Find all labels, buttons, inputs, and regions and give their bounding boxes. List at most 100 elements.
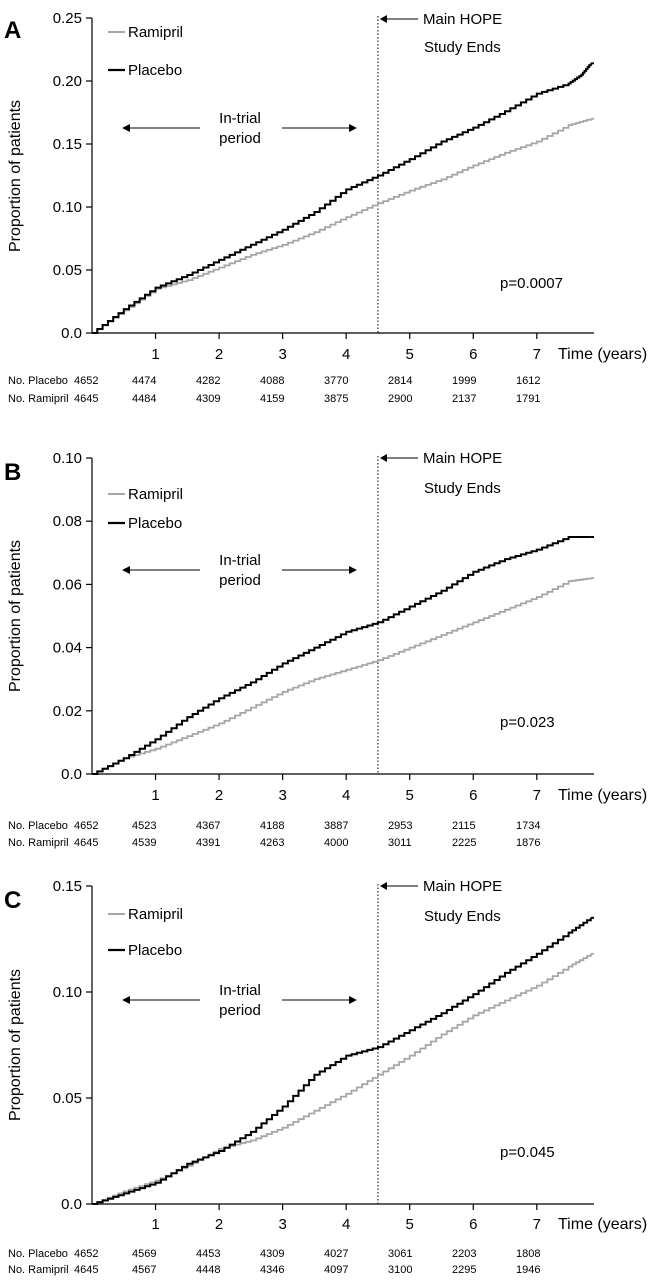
risk-cell: 4645 — [74, 393, 98, 405]
risk-cell: 2115 — [452, 820, 476, 832]
risk-cell: 1612 — [516, 375, 540, 387]
in-trial-arrowhead-left — [122, 996, 130, 1004]
x-tick-label: 2 — [215, 1216, 223, 1233]
in-trial-arrowhead-left — [122, 124, 130, 132]
x-axis-label: Time (years) — [558, 787, 647, 804]
risk-cell: 4645 — [74, 1264, 98, 1276]
x-tick-label: 6 — [469, 346, 477, 363]
legend-label-ramipril: Ramipril — [128, 486, 183, 503]
risk-row-label: No. Ramipril — [8, 393, 69, 405]
x-tick-label: 5 — [406, 787, 414, 804]
risk-cell: 1808 — [516, 1248, 540, 1260]
in-trial-arrowhead-right — [349, 996, 357, 1004]
risk-cell: 4282 — [196, 375, 220, 387]
x-axis-label: Time (years) — [558, 1216, 647, 1233]
x-tick-label: 4 — [342, 1216, 350, 1233]
legend-label-placebo: Placebo — [128, 62, 182, 79]
x-tick-label: 3 — [278, 1216, 286, 1233]
legend-label-placebo: Placebo — [128, 942, 182, 959]
risk-cell: 3061 — [388, 1248, 412, 1260]
y-tick-label: 0.10 — [53, 450, 82, 467]
series-line-placebo — [92, 536, 591, 775]
x-tick-label: 5 — [406, 346, 414, 363]
y-tick-label: 0.20 — [53, 73, 82, 90]
y-axis-label: Proportion of patients — [7, 100, 24, 252]
risk-cell: 4027 — [324, 1248, 348, 1260]
x-tick-label: 6 — [469, 787, 477, 804]
risk-cell: 3100 — [388, 1264, 412, 1276]
chart-panel-a: A 0.0 0.05 0.10 0.15 0.20 0.25 1 2 3 4 5 6 7 Time (yea… — [4, 10, 647, 405]
risk-cell: 4652 — [74, 1248, 98, 1260]
risk-cell: 4453 — [196, 1248, 220, 1260]
in-trial-arrowhead-right — [349, 566, 357, 574]
series-line-placebo — [92, 917, 592, 1205]
panel-label: C — [4, 887, 21, 914]
risk-cell: 4652 — [74, 375, 98, 387]
chart-panel-b: B 0.0 0.02 0.04 0.06 0.08 0.10 1 2 3 4 5 6 7 Time (yea… — [4, 450, 647, 849]
y-tick-label: 0.08 — [53, 513, 82, 530]
risk-cell: 4188 — [260, 820, 284, 832]
series-line-ramipril — [92, 577, 592, 775]
x-tick-label: 7 — [533, 787, 541, 804]
risk-cell: 4474 — [132, 375, 156, 387]
in-trial-label-line1: In-trial — [219, 110, 261, 127]
panel-label: A — [4, 17, 21, 44]
series-line-placebo — [92, 63, 592, 334]
risk-cell: 4309 — [196, 393, 220, 405]
risk-cell: 2203 — [452, 1248, 476, 1260]
annotation-main-hope: Main HOPE — [423, 450, 502, 467]
y-tick-label: 0.0 — [61, 766, 82, 783]
risk-cell: 3011 — [388, 837, 412, 849]
in-trial-label-line1: In-trial — [219, 552, 261, 569]
x-tick-label: 3 — [278, 346, 286, 363]
risk-cell: 1946 — [516, 1264, 540, 1276]
series-line-ramipril — [92, 953, 592, 1205]
legend-label-ramipril: Ramipril — [128, 24, 183, 41]
in-trial-label-line2: period — [219, 1002, 261, 1019]
risk-cell: 1999 — [452, 375, 476, 387]
risk-cell: 4088 — [260, 375, 284, 387]
in-trial-label-line2: period — [219, 572, 261, 589]
y-axis-label: Proportion of patients — [7, 969, 24, 1121]
risk-cell: 2137 — [452, 393, 476, 405]
risk-cell: 4448 — [196, 1264, 220, 1276]
y-tick-label: 0.06 — [53, 576, 82, 593]
x-tick-label: 2 — [215, 346, 223, 363]
risk-cell: 4263 — [260, 837, 284, 849]
legend-label-ramipril: Ramipril — [128, 906, 183, 923]
x-tick-label: 3 — [278, 787, 286, 804]
risk-cell: 1876 — [516, 837, 540, 849]
risk-row-label: No. Ramipril — [8, 837, 69, 849]
in-trial-label-line1: In-trial — [219, 982, 261, 999]
study-end-arrowhead — [379, 454, 387, 462]
risk-row-label: No. Placebo — [8, 1248, 68, 1260]
y-axis-label: Proportion of patients — [7, 540, 24, 692]
y-tick-label: 0.25 — [53, 10, 82, 27]
risk-cell: 4652 — [74, 820, 98, 832]
x-tick-label: 5 — [406, 1216, 414, 1233]
y-tick-label: 0.15 — [53, 136, 82, 153]
risk-cell: 2900 — [388, 393, 412, 405]
p-value: p=0.023 — [500, 714, 555, 731]
y-tick-label: 0.05 — [53, 262, 82, 279]
study-end-arrowhead — [379, 882, 387, 890]
risk-cell: 2814 — [388, 375, 412, 387]
panel-label: B — [4, 459, 21, 486]
x-axis-label: Time (years) — [558, 346, 647, 363]
annotation-study-ends: Study Ends — [424, 908, 501, 925]
in-trial-label-line2: period — [219, 130, 261, 147]
risk-cell: 2953 — [388, 820, 412, 832]
y-tick-label: 0.10 — [53, 984, 82, 1001]
y-tick-label: 0.02 — [53, 703, 82, 720]
y-tick-label: 0.05 — [53, 1090, 82, 1107]
p-value: p=0.045 — [500, 1144, 555, 1161]
annotation-main-hope: Main HOPE — [423, 11, 502, 28]
risk-cell: 4309 — [260, 1248, 284, 1260]
risk-cell: 2225 — [452, 837, 476, 849]
study-end-arrowhead — [379, 15, 387, 23]
x-tick-label: 4 — [342, 787, 350, 804]
annotation-study-ends: Study Ends — [424, 480, 501, 497]
x-tick-label: 1 — [151, 346, 159, 363]
chart-panel-c: C0.00.050.100.151 2 3 4 5 6 7 Time (years)Propo… — [4, 878, 647, 1276]
p-value: p=0.0007 — [500, 275, 563, 292]
